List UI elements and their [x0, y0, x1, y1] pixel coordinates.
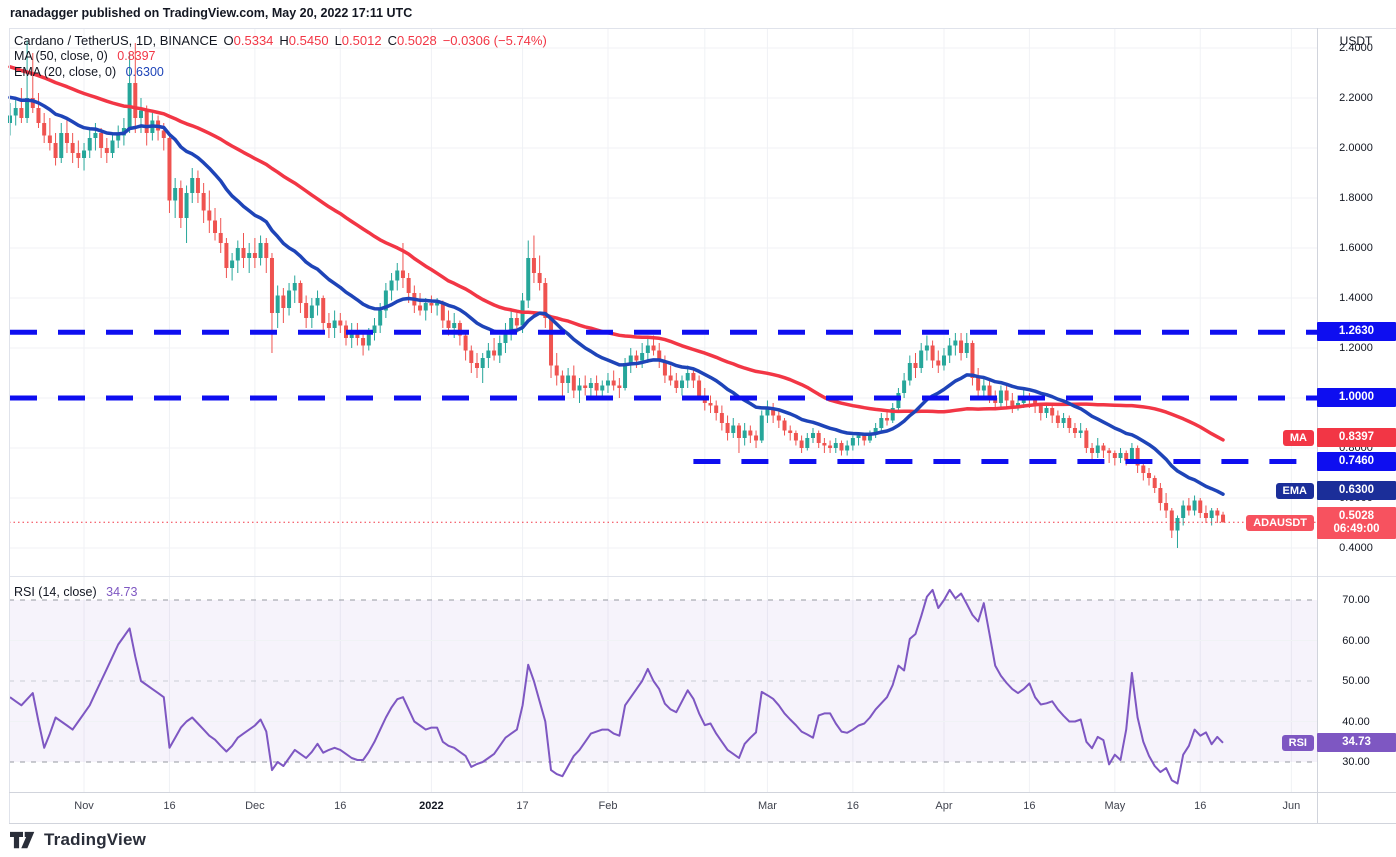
price-axis-tick[interactable]: 2.2000: [1339, 92, 1373, 104]
ema-value: 0.6300: [125, 65, 164, 79]
rsi-axis-badge: RSI 34.73: [1281, 733, 1396, 752]
price-axis-tick[interactable]: 1.2000: [1339, 342, 1373, 354]
countdown-timer: 06:49:00: [1333, 522, 1380, 535]
change-value: −0.0306 (−5.74%): [442, 33, 547, 48]
ma-badge-pill: MA: [1282, 429, 1314, 446]
chart-legend: Cardano / TetherUS, 1D, BINANCE O0.5334 H0…: [14, 33, 547, 80]
ohlc-value: 0.5028: [396, 33, 437, 48]
price-axis-tick[interactable]: 0.4000: [1339, 542, 1373, 554]
symbol-legend-row[interactable]: Cardano / TetherUS, 1D, BINANCE O0.5334 H0…: [14, 33, 547, 48]
rsi-axis-tick[interactable]: 60.00: [1342, 634, 1370, 647]
price-axis-tick[interactable]: 2.4000: [1339, 42, 1373, 54]
attribution-text: ranadagger published on TradingView.com,…: [10, 6, 413, 20]
tradingview-logo[interactable]: TradingView: [10, 830, 146, 850]
time-axis-tick[interactable]: 16: [1194, 800, 1207, 812]
time-axis-tick[interactable]: 16: [163, 800, 176, 812]
time-axis-tick[interactable]: Jun: [1282, 800, 1301, 812]
ohlc-value: 0.5450: [288, 33, 329, 48]
price-axis-tick[interactable]: 1.6000: [1339, 242, 1373, 254]
ohlc-key: C: [387, 33, 397, 48]
last-price-badge-pill: ADAUSDT: [1246, 514, 1314, 531]
price-axis-tick[interactable]: 2.0000: [1339, 142, 1373, 154]
ma-legend-row[interactable]: MA (50, close, 0) 0.8397: [14, 49, 547, 64]
time-axis-tick[interactable]: 16: [334, 800, 347, 812]
rsi-legend-row[interactable]: RSI (14, close) 34.73: [14, 585, 137, 599]
rsi-axis-tick[interactable]: 30.00: [1342, 756, 1370, 768]
tradingview-logo-icon: [10, 831, 35, 848]
rsi-axis-tick[interactable]: 50.00: [1342, 675, 1370, 687]
ma-badge-value: 0.8397: [1317, 428, 1396, 447]
ema-legend-row[interactable]: EMA (20, close, 0) 0.6300: [14, 65, 547, 80]
time-axis-tick[interactable]: 2022: [419, 800, 444, 812]
ohlc-key: L: [334, 33, 342, 48]
ema-axis-badge: EMA 0.6300: [1275, 481, 1396, 500]
ohlc-key: H: [279, 33, 289, 48]
time-axis-tick[interactable]: 16: [1023, 800, 1036, 812]
rsi-axis-tick[interactable]: 70.00: [1342, 594, 1370, 606]
last-price-axis-badge: ADAUSDT 0.5028 06:49:00: [1246, 506, 1396, 539]
ma-label: MA (50, close, 0): [14, 49, 108, 63]
level-badge-value: 1.0000: [1317, 388, 1396, 407]
symbol-title: Cardano / TetherUS, 1D, BINANCE: [14, 33, 218, 48]
time-axis-tick[interactable]: 16: [846, 800, 859, 812]
time-axis-tick[interactable]: May: [1104, 800, 1126, 812]
rsi-value: 34.73: [106, 585, 138, 599]
time-axis-tick[interactable]: Dec: [245, 800, 265, 812]
level-badge-value: 1.2630: [1317, 322, 1396, 342]
ohlc-value: 0.5012: [341, 33, 382, 48]
tradingview-logo-text: TradingView: [44, 830, 147, 849]
time-axis-tick[interactable]: Nov: [74, 800, 94, 812]
ema-badge-value: 0.6300: [1317, 481, 1396, 500]
level-badge[interactable]: 1.2630: [1317, 322, 1396, 342]
time-axis-tick[interactable]: Apr: [935, 800, 953, 812]
time-axis-tick[interactable]: Feb: [598, 800, 618, 812]
rsi-label: RSI (14, close): [14, 585, 97, 599]
ohlc-values: O0.5334 H0.5450 L0.5012 C0.5028: [218, 33, 437, 48]
ema-label: EMA (20, close, 0): [14, 65, 117, 79]
ohlc-value: 0.5334: [233, 33, 274, 48]
time-axis-tick[interactable]: 17: [516, 800, 529, 812]
price-axis-currency: USDT: [1339, 34, 1373, 48]
level-badge-value: 0.7460: [1317, 451, 1396, 471]
price-axis-tick[interactable]: 1.4000: [1339, 292, 1373, 304]
rsi-badge-value: 34.73: [1317, 733, 1396, 752]
rsi-badge-pill: RSI: [1281, 734, 1314, 751]
ohlc-key: O: [223, 33, 234, 48]
ma-axis-badge: MA 0.8397: [1282, 428, 1396, 447]
level-badge[interactable]: 1.0000: [1317, 388, 1396, 407]
time-axis-tick[interactable]: Mar: [757, 800, 777, 812]
rsi-axis-tick[interactable]: 40.00: [1342, 715, 1370, 728]
price-axis-tick[interactable]: 1.8000: [1339, 192, 1373, 204]
ema-badge-pill: EMA: [1275, 482, 1314, 499]
last-price-badge-value: 0.5028 06:49:00: [1317, 506, 1396, 539]
ma-value: 0.8397: [117, 49, 156, 63]
level-badge[interactable]: 0.7460: [1317, 451, 1396, 471]
